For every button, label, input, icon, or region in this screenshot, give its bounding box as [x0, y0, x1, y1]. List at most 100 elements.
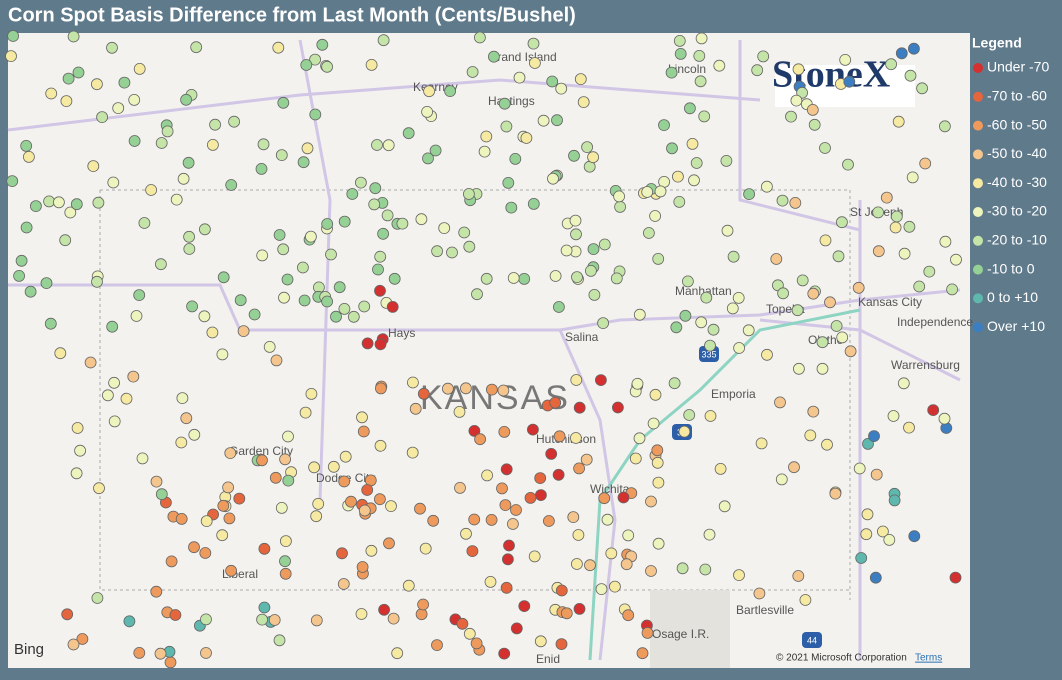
- station-dot: [743, 188, 755, 201]
- station-dot: [595, 583, 608, 595]
- station-dot: [59, 234, 72, 247]
- station-dot: [796, 274, 809, 287]
- station-dot: [751, 64, 764, 77]
- station-dot: [321, 218, 334, 230]
- station-dot: [622, 609, 635, 622]
- station-dot: [386, 300, 399, 313]
- station-dot: [256, 454, 268, 467]
- station-dot: [43, 195, 55, 208]
- station-dot: [500, 120, 513, 133]
- station-dot: [108, 376, 120, 389]
- station-dot: [136, 452, 149, 465]
- legend-swatch: [973, 149, 983, 160]
- station-dot: [431, 245, 444, 258]
- station-dot: [757, 50, 770, 63]
- station-dot: [807, 287, 820, 300]
- station-dot: [279, 567, 292, 580]
- station-dot: [279, 453, 292, 466]
- station-dot: [584, 559, 596, 572]
- station-dot: [480, 130, 493, 143]
- station-dot: [327, 460, 340, 473]
- station-dot: [799, 594, 812, 606]
- station-dot: [647, 417, 660, 430]
- station-dot: [679, 309, 692, 322]
- station-dot: [383, 537, 395, 550]
- station-dot: [456, 617, 469, 630]
- station-dot: [860, 528, 873, 541]
- station-dot: [733, 569, 745, 581]
- station-dot: [520, 132, 533, 144]
- station-dot: [543, 515, 555, 527]
- station-dot: [409, 402, 422, 415]
- station-dot: [188, 541, 200, 554]
- station-dot: [382, 139, 395, 152]
- station-dot: [30, 200, 42, 213]
- station-dot: [816, 336, 829, 349]
- legend-title: Legend: [972, 35, 1022, 51]
- station-dot: [373, 493, 386, 506]
- station-dot: [176, 392, 189, 405]
- station-dot: [225, 564, 238, 577]
- station-dot: [674, 48, 687, 60]
- station-dot: [567, 511, 580, 523]
- station-dot: [150, 475, 163, 488]
- terms[interactable]: Terms: [915, 653, 942, 664]
- station-dot: [808, 118, 821, 131]
- station-dot: [282, 430, 294, 443]
- station-dot: [775, 473, 788, 486]
- station-dot: [916, 82, 928, 95]
- station-dot: [300, 59, 313, 71]
- station-dot: [726, 302, 739, 315]
- station-dot: [453, 405, 466, 418]
- station-dot: [652, 252, 665, 265]
- station-dot: [419, 542, 432, 555]
- station-dot: [555, 82, 568, 95]
- highway-label: 44: [807, 635, 817, 645]
- station-dot: [509, 152, 522, 165]
- station-dot: [571, 271, 583, 284]
- station-dot: [298, 294, 311, 307]
- station-dot: [792, 570, 805, 582]
- place-label: Lincoln: [668, 62, 706, 76]
- station-dot: [645, 495, 657, 508]
- station-dot: [555, 584, 568, 597]
- station-dot: [877, 525, 889, 538]
- station-dot: [190, 41, 203, 54]
- station-dot: [96, 111, 108, 123]
- station-dot: [861, 508, 874, 521]
- station-dot: [422, 152, 434, 165]
- station-dot: [414, 502, 426, 515]
- station-dot: [458, 226, 471, 239]
- station-dot: [672, 170, 684, 183]
- station-dot: [277, 96, 290, 109]
- station-dot: [180, 93, 193, 106]
- station-dot: [553, 430, 566, 443]
- station-dot: [485, 514, 498, 526]
- station-dot: [138, 217, 151, 229]
- station-dot: [897, 377, 910, 390]
- station-dot: [883, 534, 896, 546]
- station-dot: [150, 585, 163, 598]
- station-dot: [278, 291, 290, 304]
- station-dot: [175, 436, 188, 449]
- station-dot: [695, 32, 708, 45]
- station-dot: [273, 229, 286, 241]
- station-dot: [388, 272, 401, 285]
- station-dot: [309, 53, 322, 66]
- station-dot: [466, 545, 479, 557]
- station-dot: [836, 331, 849, 344]
- station-dot: [387, 612, 400, 625]
- place-label: Garden City: [229, 444, 293, 458]
- station-dot: [357, 425, 370, 438]
- station-dot: [365, 59, 378, 71]
- station-dot: [108, 415, 121, 428]
- station-dot: [206, 138, 219, 151]
- station-dot: [700, 291, 713, 304]
- station-dot: [74, 444, 86, 457]
- station-dot: [396, 217, 409, 230]
- station-dot: [15, 254, 28, 267]
- station-dot: [484, 576, 497, 588]
- station-dot: [161, 125, 174, 138]
- reservation: [650, 590, 730, 668]
- station-dot: [64, 206, 77, 219]
